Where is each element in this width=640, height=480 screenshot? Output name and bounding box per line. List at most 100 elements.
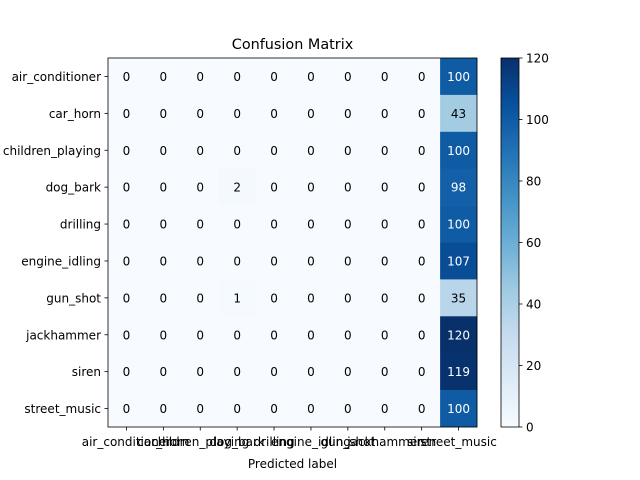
y-tick-label-6: gun_shot	[46, 291, 101, 305]
cell-value-r8-c9: 119	[447, 365, 470, 379]
heatmap-cell-r1-c5	[292, 94, 330, 133]
heatmap-cell-r9-c6	[329, 390, 367, 428]
colorbar-tick-label-3: 60	[526, 236, 541, 250]
heatmap-cell-r5-c6	[329, 242, 367, 280]
colorbar-tick-label-0: 0	[526, 421, 534, 435]
cell-value-r5-c2: 0	[196, 254, 204, 268]
cell-value-r5-c7: 0	[381, 254, 389, 268]
heatmap-cell-r9-c3	[218, 390, 256, 428]
heatmap-cell-r3-c4	[255, 168, 293, 206]
cell-value-r5-c5: 0	[307, 254, 315, 268]
heatmap-cell-r8-c4	[255, 353, 293, 391]
heatmap-cell-r1-c0	[108, 94, 146, 133]
heatmap-cell-r1-c1	[144, 94, 183, 133]
cell-value-r8-c2: 0	[196, 365, 204, 379]
cell-value-r2-c5: 0	[307, 144, 315, 158]
colorbar: 0 20 40 60 80 100 120	[500, 52, 549, 435]
cell-value-r4-c2: 0	[196, 218, 204, 232]
heatmap-cell-r7-c1	[144, 316, 183, 354]
cell-value-r5-c1: 0	[160, 254, 168, 268]
cell-value-r3-c8: 0	[418, 181, 426, 195]
y-tick-label-7: jackhammer	[25, 328, 101, 342]
heatmap-cell-r5-c3	[218, 242, 256, 280]
y-tick-label-5: engine_idling	[21, 254, 101, 268]
colorbar-tick-label-6: 120	[526, 52, 549, 66]
heatmap-cell-r0-c1	[144, 58, 183, 96]
heatmap-cell-r5-c2	[181, 242, 219, 280]
heatmap-cell-r5-c0	[108, 242, 146, 280]
heatmap-cell-r5-c7	[366, 242, 404, 280]
cell-value-r0-c7: 0	[381, 70, 389, 84]
cell-value-r0-c6: 0	[344, 70, 352, 84]
y-tick-label-8: siren	[72, 365, 101, 379]
heatmap-cell-r8-c1	[144, 353, 183, 391]
cell-value-r6-c1: 0	[160, 291, 168, 305]
cell-value-r4-c1: 0	[160, 218, 168, 232]
heatmap-cell-r6-c5	[292, 279, 330, 317]
cell-value-r9-c9: 100	[447, 402, 470, 416]
cell-value-r3-c9: 98	[451, 181, 466, 195]
cell-value-r2-c7: 0	[381, 144, 389, 158]
heatmap-cell-r3-c6	[329, 168, 367, 206]
heatmap-cell-r8-c6	[329, 353, 367, 391]
cell-value-r5-c0: 0	[123, 254, 131, 268]
cell-value-r9-c5: 0	[307, 402, 315, 416]
heatmap-cell-r2-c9	[440, 131, 478, 169]
cell-value-r2-c6: 0	[344, 144, 352, 158]
heatmap-cell-r4-c7	[366, 205, 404, 243]
cell-value-r9-c0: 0	[123, 402, 131, 416]
cell-value-r7-c8: 0	[418, 328, 426, 342]
cell-value-r1-c1: 0	[160, 107, 168, 121]
cell-value-r1-c3: 0	[233, 107, 241, 121]
cell-value-r1-c7: 0	[381, 107, 389, 121]
heatmap-cell-r5-c9	[440, 242, 478, 280]
heatmap-cell-r5-c1	[144, 242, 183, 280]
heatmap-cell-r0-c9	[440, 58, 478, 96]
y-tick-label-4: drilling	[60, 218, 101, 232]
cell-value-r9-c2: 0	[196, 402, 204, 416]
cell-value-r6-c8: 0	[418, 291, 426, 305]
heatmap-cell-r8-c8	[403, 353, 441, 391]
heatmap-cell-r6-c6	[329, 279, 367, 317]
y-axis-ticks: air_conditioner car_horn children_playingd…	[3, 70, 108, 416]
heatmap-cell-r9-c0	[108, 390, 146, 428]
heatmap-cell-r2-c3	[218, 131, 256, 169]
heatmap-cell-r1-c8	[403, 94, 441, 133]
cell-value-r4-c6: 0	[344, 218, 352, 232]
heatmap-cell-r8-c0	[108, 353, 146, 391]
cell-value-r1-c4: 0	[270, 107, 278, 121]
heatmap-cells	[108, 58, 478, 428]
heatmap-cell-r7-c3	[218, 316, 256, 354]
heatmap-cell-r0-c0	[108, 58, 146, 96]
colorbar-tick-label-5: 100	[526, 113, 549, 127]
heatmap-cell-r8-c3	[218, 353, 256, 391]
cell-value-r2-c0: 0	[123, 144, 131, 158]
x-axis-ticks: air_conditionercar_hornchildren_playingd…	[82, 427, 497, 449]
cell-value-r8-c3: 0	[233, 365, 241, 379]
colorbar-ticks: 0 20 40 60 80 100 120	[519, 52, 549, 435]
x-tick-label-7: jackhammer	[346, 435, 422, 449]
cell-value-r0-c9: 100	[447, 70, 470, 84]
heatmap-cell-r0-c6	[329, 58, 367, 96]
cell-value-r3-c6: 0	[344, 181, 352, 195]
cell-value-r7-c5: 0	[307, 328, 315, 342]
heatmap-cell-r8-c2	[181, 353, 219, 391]
cell-value-r8-c7: 0	[381, 365, 389, 379]
cell-value-r8-c8: 0	[418, 365, 426, 379]
heatmap-cell-r0-c2	[181, 58, 219, 96]
heatmap-cell-r0-c7	[366, 58, 404, 96]
x-tick-label-1: car_horn	[137, 435, 189, 449]
heatmap-cell-r3-c2	[181, 168, 219, 206]
heatmap-cell-r9-c2	[181, 390, 219, 428]
cell-value-r2-c8: 0	[418, 144, 426, 158]
cell-value-r9-c1: 0	[160, 402, 168, 416]
heatmap-cell-r2-c1	[144, 131, 183, 169]
heatmap-cell-r3-c9	[440, 168, 478, 206]
cell-value-r2-c1: 0	[160, 144, 168, 158]
cell-value-r9-c3: 0	[233, 402, 241, 416]
cell-value-r3-c4: 0	[270, 181, 278, 195]
cell-value-r4-c4: 0	[270, 218, 278, 232]
cell-value-r4-c8: 0	[418, 218, 426, 232]
